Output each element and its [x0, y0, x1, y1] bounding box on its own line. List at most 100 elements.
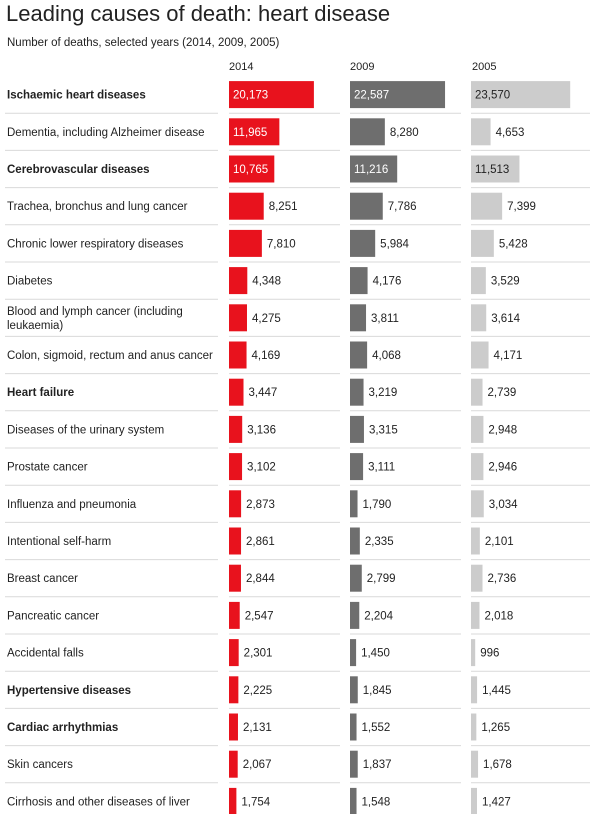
value-label-2009: 1,845: [363, 685, 392, 697]
bar-2005: [471, 155, 520, 183]
bar-2009: [350, 750, 358, 778]
value-label-2014: 4,348: [252, 276, 281, 288]
bar-2014: [229, 415, 243, 443]
column-header-2014: 2014: [229, 61, 254, 73]
value-label-2014: 10,765: [233, 164, 268, 176]
value-label-2014: 4,169: [252, 350, 281, 362]
column-header-2005: 2005: [472, 61, 497, 73]
value-label-2014: 2,844: [246, 573, 275, 585]
value-label-2009: 7,786: [388, 201, 417, 213]
bar-2009: [350, 564, 362, 592]
category-label: Heart failure: [7, 387, 74, 399]
bar-2005: [471, 750, 479, 778]
bar-2014: [229, 787, 237, 814]
value-label-2005: 7,399: [507, 201, 536, 213]
bar-2005: [471, 676, 478, 704]
value-label-2014: 3,136: [247, 424, 276, 436]
value-label-2014: 2,873: [246, 499, 275, 511]
value-label-2005: 4,653: [496, 127, 525, 139]
bar-2014: [229, 267, 248, 295]
value-label-2014: 4,275: [252, 313, 281, 325]
bar-2014: [229, 453, 243, 481]
bar-2005: [471, 787, 478, 814]
bar-2009: [350, 118, 385, 146]
value-label-2005: 1,427: [482, 796, 511, 808]
bar-2009: [350, 341, 368, 369]
value-label-2014: 11,965: [233, 127, 267, 139]
value-label-2014: 2,861: [246, 536, 275, 548]
bar-2005: [471, 639, 476, 667]
category-label: Breast cancer: [7, 573, 78, 585]
bar-2009: [350, 229, 376, 257]
value-label-2009: 3,219: [369, 387, 398, 399]
value-label-2014: 2,131: [243, 722, 272, 734]
bar-2014: [229, 601, 240, 629]
value-label-2009: 1,790: [363, 499, 392, 511]
bar-2005: [471, 378, 483, 406]
value-label-2009: 1,837: [363, 759, 392, 771]
category-label: Prostate cancer: [7, 462, 88, 474]
category-label: Cirrhosis and other diseases of liver: [7, 796, 190, 808]
bar-2005: [471, 453, 484, 481]
chart-subtitle: Number of deaths, selected years (2014, …: [7, 37, 280, 49]
bar-2005: [471, 490, 484, 518]
bar-2014: [229, 676, 239, 704]
bar-2009: [350, 527, 360, 555]
value-label-2005: 2,739: [488, 387, 517, 399]
category-label: Dementia, including Alzheimer disease: [7, 127, 205, 139]
value-label-2014: 7,810: [267, 238, 296, 250]
bar-2009: [350, 378, 364, 406]
bar-2014: [229, 192, 264, 220]
chart-title: Leading causes of death: heart disease: [6, 1, 391, 26]
value-label-2009: 1,450: [361, 648, 390, 660]
value-label-2009: 3,111: [368, 462, 395, 474]
value-label-2005: 2,946: [488, 462, 517, 474]
category-label: Colon, sigmoid, rectum and anus cancer: [7, 350, 213, 362]
value-label-2014: 2,225: [243, 685, 272, 697]
value-label-2014: 2,547: [245, 610, 274, 622]
bar-2005: [471, 415, 484, 443]
value-label-2005: 1,445: [482, 685, 511, 697]
category-label: Pancreatic cancer: [7, 610, 99, 622]
category-label: Hypertensive diseases: [7, 685, 131, 697]
value-label-2005: 5,428: [499, 238, 528, 250]
bar-2005: [471, 192, 503, 220]
bar-2009: [350, 676, 358, 704]
value-label-2009: 3,811: [371, 313, 399, 325]
value-label-2005: 4,171: [494, 350, 523, 362]
value-label-2009: 11,216: [354, 164, 388, 176]
bar-2014: [229, 118, 280, 146]
bar-2014: [229, 341, 247, 369]
bar-2014: [229, 155, 275, 183]
bar-2009: [350, 639, 357, 667]
value-label-2009: 1,552: [362, 722, 391, 734]
bar-2005: [471, 527, 480, 555]
value-label-2009: 4,068: [372, 350, 401, 362]
category-label-line: Blood and lymph cancer (including: [7, 306, 183, 318]
bar-2014: [229, 229, 262, 257]
bar-2014: [229, 564, 241, 592]
bar-2005: [471, 601, 480, 629]
value-label-2014: 2,301: [244, 648, 273, 660]
category-label: Blood and lymph cancer (including leukaem…: [7, 306, 183, 332]
value-label-2009: 22,587: [354, 90, 389, 102]
bar-2005: [471, 118, 491, 146]
category-label: Trachea, bronchus and lung cancer: [7, 201, 188, 213]
bar-2009: [350, 304, 367, 332]
bar-2005: [471, 304, 487, 332]
value-label-2005: 2,736: [488, 573, 517, 585]
value-label-2005: 11,513: [475, 164, 509, 176]
category-label: Diabetes: [7, 276, 53, 288]
value-label-2014: 1,754: [241, 796, 270, 808]
category-label-line: leukaemia): [7, 320, 63, 332]
bar-2005: [471, 564, 483, 592]
bar-2014: [229, 490, 242, 518]
bar-2005: [471, 341, 489, 369]
bar-2005: [471, 713, 477, 741]
value-label-2005: 3,034: [489, 499, 518, 511]
bar-2009: [350, 155, 398, 183]
bar-2009: [350, 267, 368, 295]
bar-2009: [350, 453, 364, 481]
bar-2005: [471, 81, 571, 109]
